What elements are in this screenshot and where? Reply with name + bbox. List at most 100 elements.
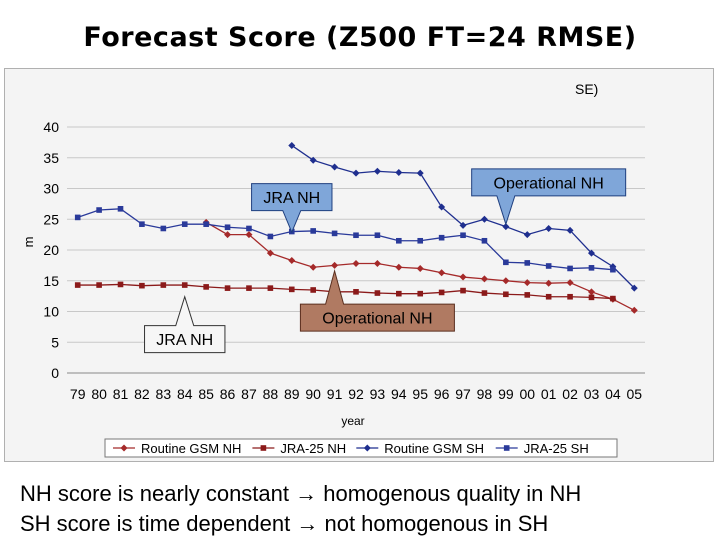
callout-label: JRA NH: [263, 190, 320, 207]
corner-label: SE): [575, 81, 598, 97]
data-point: [203, 284, 209, 290]
data-point: [353, 289, 359, 295]
data-point: [459, 273, 467, 281]
data-point: [309, 156, 317, 164]
x-tick-label: 94: [391, 386, 407, 402]
x-axis-label: year: [341, 414, 364, 428]
series-line: [77, 208, 613, 271]
data-point: [288, 286, 295, 293]
data-point: [374, 290, 381, 296]
data-point: [310, 228, 316, 234]
y-tick-label: 35: [43, 150, 59, 166]
callout-label: Operational NH: [322, 311, 432, 328]
x-tick-label: 91: [327, 386, 343, 402]
x-tick-label: 79: [70, 386, 86, 402]
data-point: [480, 215, 488, 223]
series-jra-25-nh: [74, 281, 616, 302]
data-point: [373, 260, 381, 268]
callout-shape: [251, 183, 333, 234]
data-point: [416, 264, 424, 272]
x-tick-label: 01: [541, 386, 557, 402]
y-tick-label: 25: [43, 211, 59, 227]
callout-shape: [299, 268, 455, 332]
y-tick-label: 15: [43, 273, 59, 289]
x-tick-label: 80: [91, 386, 107, 402]
x-tick-label: 85: [198, 386, 214, 402]
data-point: [331, 261, 339, 269]
data-point: [481, 290, 488, 296]
y-tick-label: 10: [43, 304, 59, 320]
data-point: [459, 221, 467, 229]
data-point: [352, 169, 360, 177]
data-point: [266, 249, 274, 257]
legend-label: JRA-25 SH: [524, 441, 589, 456]
data-point: [438, 289, 445, 296]
data-point: [117, 205, 124, 212]
x-tick-label: 82: [134, 386, 150, 402]
data-point: [396, 290, 402, 297]
legend-label: JRA-25 NH: [280, 441, 346, 456]
chart-panel: 0 5 10 15 20 25 30 35 40 79 80 81 82 83 84 85 86 87 88 89 90…: [4, 68, 714, 462]
data-point: [588, 294, 595, 301]
data-point: [74, 214, 81, 221]
data-point: [260, 445, 267, 451]
data-point: [373, 167, 381, 175]
x-tick-label: 81: [113, 386, 129, 402]
callout-shape: [471, 168, 627, 226]
data-point: [523, 279, 531, 287]
data-point: [246, 225, 252, 232]
data-point: [545, 263, 552, 269]
callout-label: Operational NH: [494, 175, 604, 192]
data-point: [74, 282, 81, 288]
callout-label: JRA NH: [156, 332, 213, 349]
data-point: [587, 288, 595, 296]
data-point: [438, 234, 445, 241]
data-point: [545, 293, 552, 300]
data-point: [352, 260, 360, 268]
caption-nh: NH score is nearly constant → homogenous…: [20, 481, 582, 506]
data-point: [503, 445, 510, 451]
data-point: [224, 231, 232, 239]
data-point: [120, 444, 128, 452]
x-tick-label: 86: [220, 386, 236, 402]
data-point: [310, 287, 316, 293]
x-tick-label: 88: [263, 386, 279, 402]
data-point: [139, 221, 145, 227]
x-tick-label: 87: [241, 386, 257, 402]
data-point: [246, 285, 252, 291]
data-point: [267, 285, 274, 291]
data-point: [587, 249, 595, 257]
data-point: [396, 237, 402, 244]
y-tick-label: 0: [51, 365, 59, 381]
data-point: [502, 223, 510, 231]
data-point: [224, 224, 231, 231]
data-point: [395, 169, 403, 177]
legend-label: Routine GSM SH: [384, 441, 484, 456]
data-point: [545, 224, 553, 232]
data-point: [610, 295, 616, 302]
series-jra-25-sh: [74, 205, 616, 273]
data-point: [267, 233, 274, 240]
data-point: [160, 282, 167, 288]
y-tick-label: 5: [51, 334, 59, 350]
data-point: [224, 285, 231, 291]
data-point: [331, 163, 339, 171]
x-tick-label: 83: [156, 386, 172, 402]
data-point: [502, 277, 510, 285]
series-line: [77, 283, 613, 300]
data-point: [288, 256, 296, 264]
data-point: [395, 263, 403, 271]
legend-entry: Routine GSM NH: [113, 441, 241, 456]
x-tick-label: 84: [177, 386, 193, 402]
x-tick-label: 99: [498, 386, 514, 402]
data-point: [503, 291, 509, 298]
data-point: [438, 269, 446, 277]
x-tick-label: 03: [584, 386, 600, 402]
legend-entry: JRA-25 NH: [252, 441, 346, 456]
data-point: [288, 141, 296, 149]
data-point: [524, 292, 531, 298]
series-line: [291, 144, 635, 289]
legend-label: Routine GSM NH: [141, 441, 241, 456]
data-point: [524, 260, 531, 266]
